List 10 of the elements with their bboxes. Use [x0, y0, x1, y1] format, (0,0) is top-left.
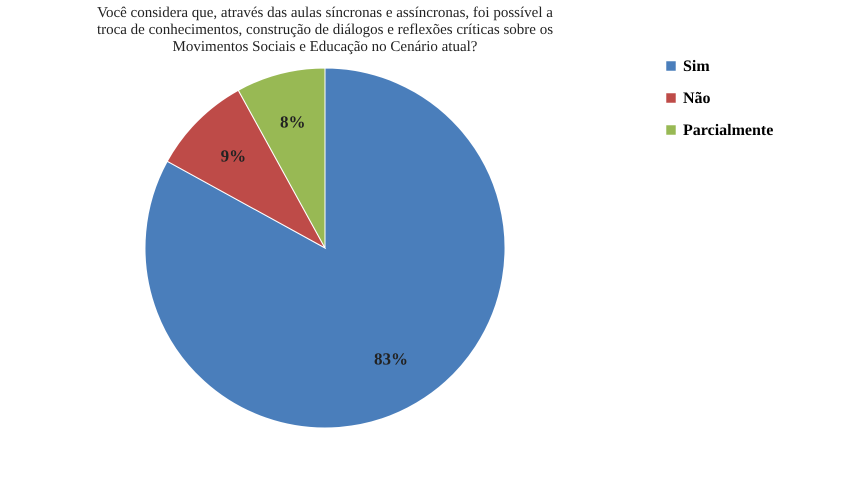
- text: Movimentos Sociais e Educação no Cenário atual?: [172, 39, 478, 55]
- legend-label: Parcialmente: [683, 122, 774, 139]
- data-label: 8%: [280, 112, 306, 132]
- text: Você considera que, através das aulas síncronas e assíncronas, foi possível a: [97, 5, 553, 21]
- data-label: 9%: [220, 146, 246, 166]
- pie-slice: [144, 68, 506, 428]
- data-label: 83%: [374, 350, 408, 369]
- legend-label: Não: [683, 90, 711, 107]
- legend-label: Sim: [683, 58, 710, 75]
- text: troca de conhecimentos, construção de diálogos e reflexões críticas sobre os: [96, 22, 554, 38]
